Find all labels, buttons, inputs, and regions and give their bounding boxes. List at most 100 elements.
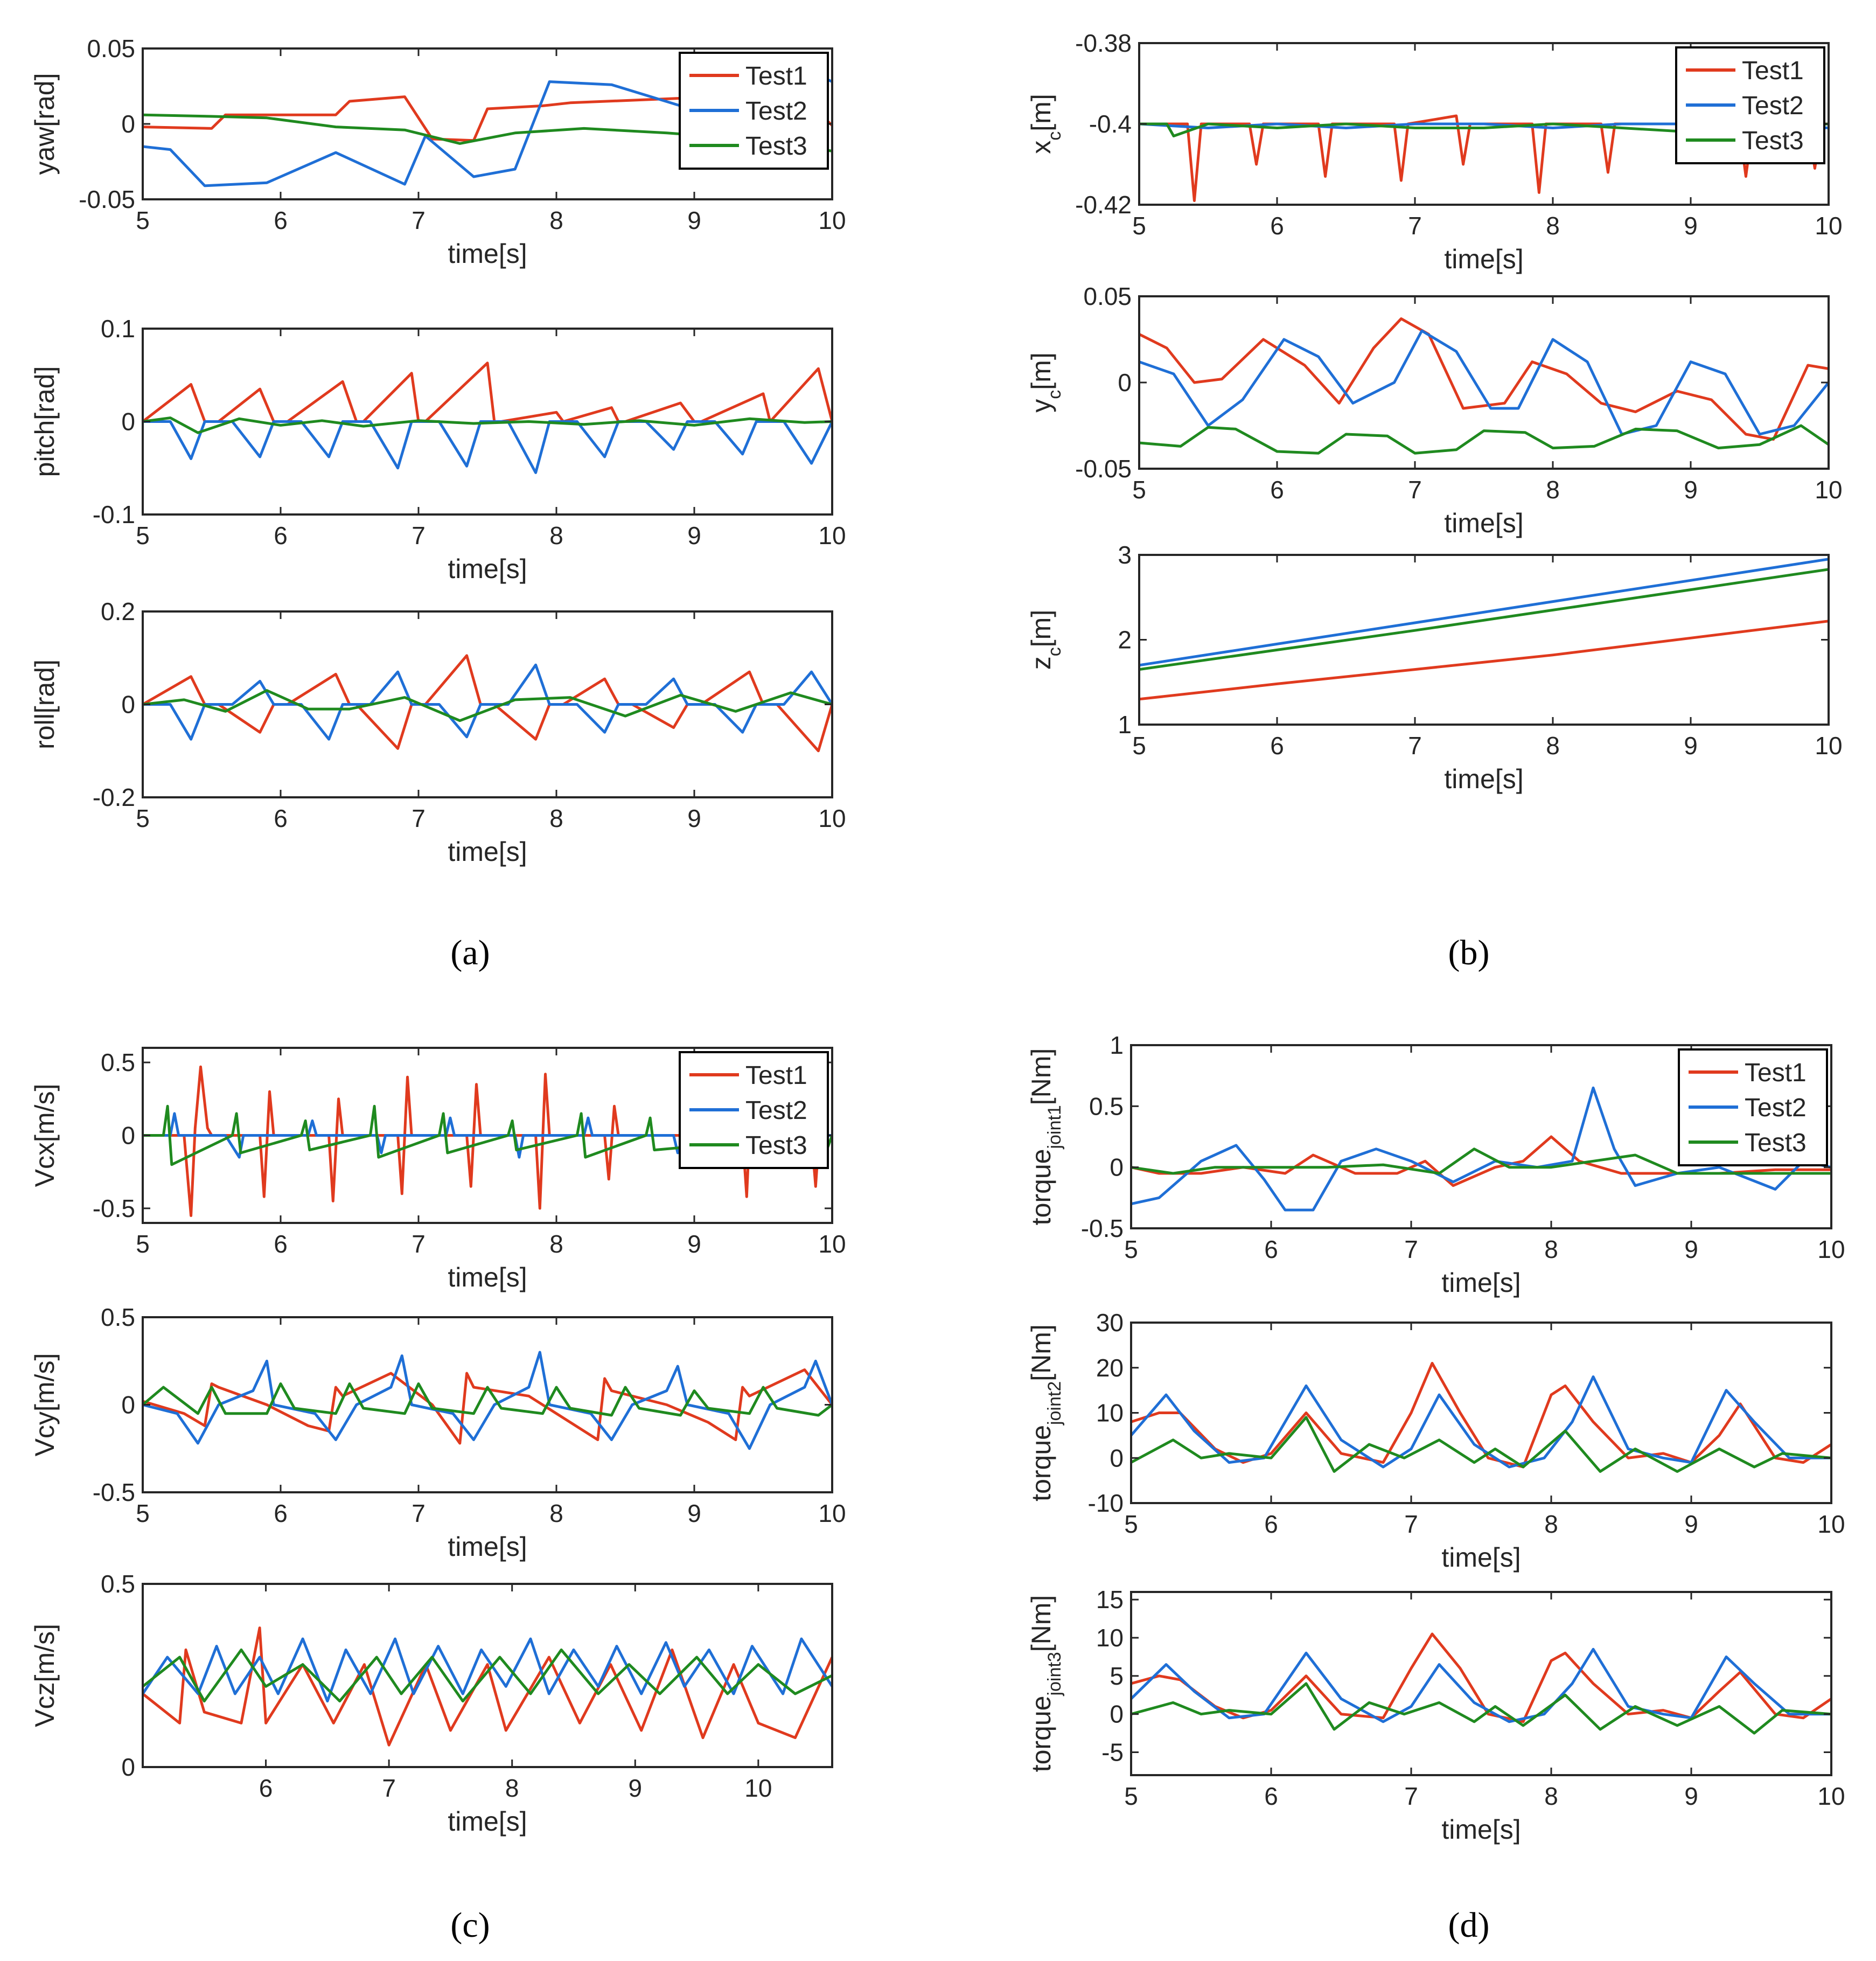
y-tick-label: 0.05 — [1083, 282, 1132, 310]
x-tick-label: 5 — [136, 206, 150, 234]
subplot-roll: 5 6 7 8 9 10 -0.2 0 0.2 time[s] roll[rad] — [30, 597, 846, 867]
series-line-test3 — [143, 689, 832, 722]
subplot-xc: 5 6 7 8 9 10-0.42-0.4-0.38time[s]xc[m]Test1Te… — [1026, 29, 1843, 274]
x-tick-label: 10 — [1815, 732, 1842, 760]
x-tick-label: 8 — [1544, 1782, 1558, 1810]
x-tick-label: 10 — [818, 521, 846, 550]
x-axis-label: time[s] — [448, 239, 527, 269]
y-axis-label: pitch[rad] — [30, 366, 60, 477]
x-tick-label: 7 — [412, 804, 426, 832]
y-tick-label: -0.05 — [79, 185, 135, 213]
series-line-test2 — [143, 1637, 832, 1703]
x-axis-label: time[s] — [1441, 1268, 1521, 1298]
y-axis-label: roll[rad] — [30, 659, 60, 749]
x-tick-label: 8 — [549, 1230, 563, 1258]
axes-box — [142, 1583, 833, 1768]
x-tick-label: 9 — [1684, 1782, 1698, 1810]
x-axis-label: time[s] — [448, 1262, 527, 1292]
y-tick-label: 10 — [1096, 1624, 1124, 1652]
series-line-test3 — [1131, 1682, 1831, 1735]
subplot-yc: 5 6 7 8 9 10 -0.05 0 0.05 time[s] yc[m] — [1026, 282, 1843, 538]
series-line-test3 — [1139, 424, 1829, 455]
x-tick-label: 8 — [1544, 1510, 1558, 1538]
series-line-test3 — [143, 1382, 832, 1417]
x-tick-label: 5 — [1124, 1510, 1138, 1538]
y-tick-label: -0.5 — [1081, 1214, 1124, 1242]
x-tick-label: 9 — [1684, 732, 1698, 760]
subplot-tq1: 5 6 7 8 9 10 -0.5 0 0.5 1 time[s] torquejoint1[Nm] T… — [1026, 1031, 1845, 1298]
x-tick-label: 9 — [687, 804, 701, 832]
x-tick-label: 6 — [274, 206, 288, 234]
x-tick-label: 6 — [274, 521, 288, 550]
series-line-test3 — [1139, 568, 1829, 671]
x-tick-label: 5 — [136, 1230, 150, 1258]
caption-c: (c) — [450, 1906, 490, 1945]
series-group — [1131, 1361, 1831, 1473]
legend: Test1 Test2 Test3 — [679, 1051, 829, 1169]
x-tick-label: 8 — [549, 521, 563, 550]
legend-label-test2: Test2 — [1742, 92, 1804, 120]
x-tick-label: 9 — [1684, 1510, 1698, 1538]
x-tick-label: 6 — [1270, 476, 1284, 504]
x-tick-label: 7 — [1404, 1235, 1418, 1263]
series-group — [1131, 1632, 1831, 1735]
caption-b: (b) — [1448, 933, 1490, 972]
y-axis-label: torquejoint3[Nm] — [1026, 1595, 1065, 1772]
x-axis-label: time[s] — [1444, 244, 1523, 274]
x-tick-label: 5 — [1132, 732, 1146, 760]
x-tick-label: 6 — [1264, 1510, 1278, 1538]
x-axis-label: time[s] — [1444, 508, 1523, 538]
y-tick-label: -0.5 — [93, 1478, 135, 1506]
x-tick-label: 10 — [744, 1774, 772, 1802]
series-line-test3 — [1131, 1416, 1831, 1473]
x-tick-label: 8 — [505, 1774, 519, 1802]
x-axis-label: time[s] — [1441, 1542, 1521, 1573]
x-tick-label: 9 — [1684, 476, 1698, 504]
x-axis-label: time[s] — [448, 1806, 527, 1837]
x-axis-label: time[s] — [1444, 764, 1523, 794]
series-line-test2 — [1139, 329, 1829, 436]
x-tick-label: 10 — [1815, 212, 1842, 240]
legend-label-test2: Test2 — [745, 97, 807, 126]
y-tick-label: -10 — [1088, 1489, 1124, 1517]
x-tick-label: 6 — [1264, 1782, 1278, 1810]
legend-label-test2: Test2 — [745, 1096, 807, 1125]
caption-d: (d) — [1448, 1906, 1490, 1945]
y-tick-label: 1 — [1118, 711, 1132, 739]
y-axis-label: Vcx[m/s] — [30, 1084, 60, 1187]
x-axis-label: time[s] — [448, 837, 527, 867]
caption-a: (a) — [450, 933, 490, 972]
legend-label-test3: Test3 — [1742, 127, 1804, 155]
x-tick-label: 5 — [1132, 476, 1146, 504]
y-tick-label: 0 — [121, 408, 135, 436]
x-tick-label: 9 — [628, 1774, 642, 1802]
y-axis-label: yaw[rad] — [30, 73, 60, 175]
y-tick-label: 20 — [1096, 1354, 1124, 1382]
subplot-tq3: 5 6 7 8 9 10 -5 0 5 10 15 time[s] torquejoint3[Nm] — [1026, 1586, 1845, 1845]
series-group — [1131, 1086, 1831, 1212]
y-tick-label: 0.5 — [101, 1303, 135, 1331]
x-tick-label: 7 — [412, 521, 426, 550]
series-line-test2 — [1131, 1086, 1831, 1212]
x-axis-label: time[s] — [448, 554, 527, 584]
y-tick-label: 0 — [121, 110, 135, 138]
x-tick-label: 10 — [1817, 1510, 1845, 1538]
plot-area — [1139, 296, 1829, 469]
y-tick-label: -0.42 — [1075, 191, 1132, 219]
subplot-pitch: 5 6 7 8 9 10 -0.1 0 0.1 time[s] pitch[rad] — [30, 315, 846, 584]
series-line-test3 — [143, 416, 832, 434]
x-tick-label: 9 — [1684, 212, 1698, 240]
x-tick-label: 9 — [1684, 1235, 1698, 1263]
x-tick-label: 10 — [1815, 476, 1842, 504]
y-axis-label: xc[m] — [1026, 94, 1065, 154]
subplot-vcz: 6 7 8 9 10 0 0.5 time[s] Vcz[m/s] — [30, 1570, 833, 1837]
y-tick-label: 0 — [121, 1122, 135, 1150]
series-line-test2 — [143, 1351, 832, 1450]
x-tick-label: 6 — [1270, 732, 1284, 760]
series-line-test3 — [143, 1648, 832, 1703]
y-tick-label: 0.5 — [1089, 1092, 1124, 1120]
y-tick-label: 0 — [1110, 1153, 1124, 1181]
legend: Test1 Test2 Test3 — [1675, 46, 1825, 164]
x-tick-label: 10 — [818, 804, 846, 832]
